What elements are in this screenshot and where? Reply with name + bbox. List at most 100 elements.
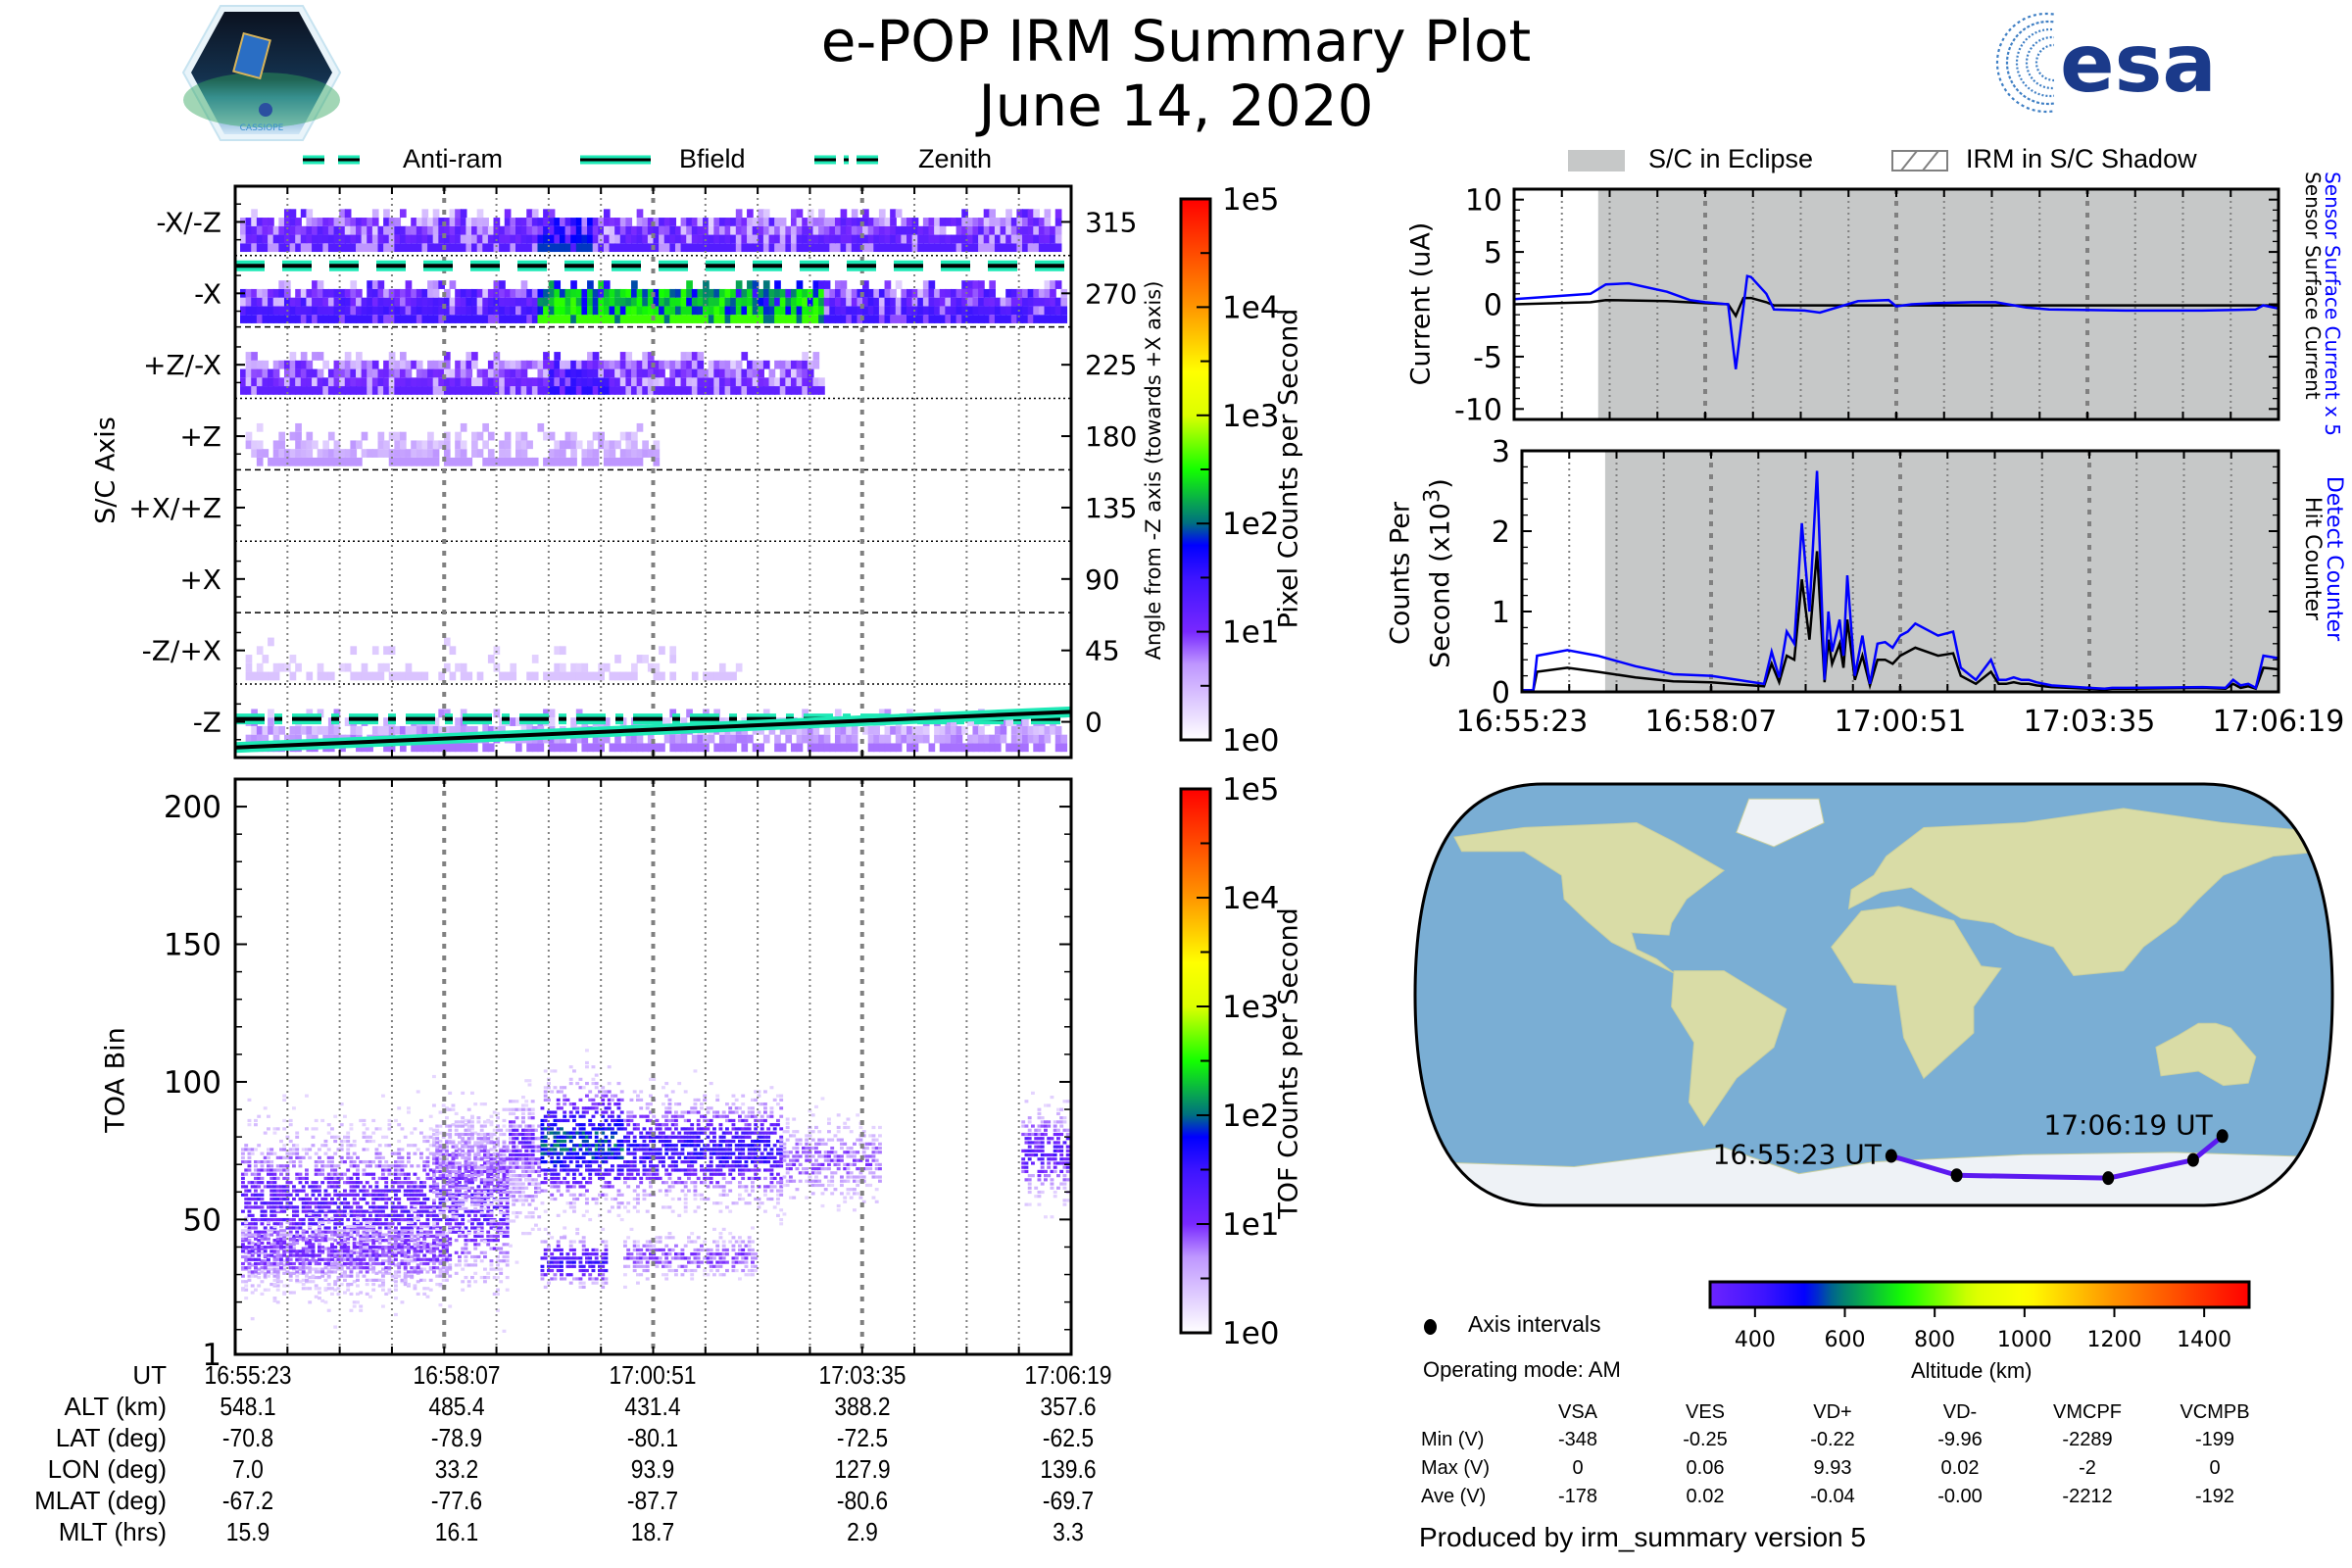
- spectrogram-cell: [251, 725, 258, 735]
- tof-cell: [272, 1172, 277, 1176]
- tof-cell: [326, 1185, 331, 1189]
- spectrogram-cell: [950, 315, 957, 323]
- spectrogram-cell: [945, 743, 953, 753]
- spectrogram-cell: [1054, 743, 1062, 753]
- spectrogram-cell: [405, 725, 413, 735]
- tof-cell: [292, 1222, 296, 1226]
- spectrogram-cell: [945, 315, 953, 323]
- tof-cell: [496, 1205, 500, 1209]
- tof-cell: [454, 1217, 459, 1222]
- spectrogram-cell: [1005, 743, 1012, 753]
- spectrogram-cell: [619, 386, 627, 395]
- spectrogram-cell: [758, 386, 764, 395]
- tof-cell: [377, 1176, 382, 1181]
- spectrogram-cell: [747, 377, 754, 387]
- spectrogram-cell: [768, 225, 776, 235]
- spectrogram-cell: [367, 243, 373, 253]
- spectrogram-cell: [327, 225, 335, 235]
- tof-cell: [377, 1217, 382, 1222]
- tof-cell: [272, 1254, 277, 1259]
- spectrogram-cell: [785, 725, 793, 735]
- spectrogram-cell: [785, 734, 793, 744]
- tof-cell: [394, 1234, 398, 1239]
- spectrogram-cell: [383, 360, 390, 369]
- spectrogram-cell: [570, 662, 577, 672]
- spectrogram-cell: [978, 280, 985, 289]
- spectrogram-cell: [680, 717, 688, 726]
- spectrogram-cell: [1000, 234, 1007, 244]
- spectrogram-cell: [642, 360, 649, 369]
- tof-cell: [410, 1131, 415, 1135]
- spectrogram-cell: [961, 280, 968, 289]
- tof-cell: [250, 1241, 255, 1246]
- tof-cell: [377, 1209, 382, 1213]
- tof-cell: [275, 1300, 280, 1304]
- tof-cell: [320, 1270, 325, 1274]
- tof-cell: [394, 1189, 398, 1193]
- spectrogram-cell: [575, 306, 583, 316]
- tof-cell: [308, 1266, 313, 1270]
- tof-cell: [473, 1230, 478, 1234]
- tof-cell: [416, 1230, 420, 1234]
- spectrogram-cell: [487, 288, 495, 298]
- tof-cell: [448, 1181, 453, 1185]
- spectrogram-cell: [460, 225, 467, 235]
- tof-cell: [326, 1155, 331, 1159]
- tof-cell: [377, 1152, 382, 1155]
- tof-cell: [397, 1123, 402, 1127]
- tof-cell: [260, 1237, 265, 1241]
- tof-cell: [371, 1217, 376, 1222]
- tof-cell: [464, 1263, 468, 1267]
- spectrogram-cell: [1038, 734, 1046, 744]
- spectrogram-cell: [928, 243, 936, 253]
- tof-cell: [270, 1148, 274, 1152]
- spectrogram-cell: [312, 457, 318, 466]
- tof-cell: [390, 1250, 395, 1254]
- tof-cell: [400, 1243, 405, 1247]
- spectrogram-cell: [823, 243, 831, 253]
- spectrogram-cell: [730, 288, 737, 298]
- spectrogram-cell: [703, 225, 710, 235]
- spectrogram-cell: [245, 386, 253, 395]
- spectrogram-cell: [878, 288, 886, 298]
- tof-cell: [292, 1271, 296, 1275]
- spectrogram-cell: [906, 297, 913, 307]
- tof-cell: [473, 1280, 478, 1284]
- tof-cell: [346, 1274, 351, 1278]
- tof-cell: [330, 1209, 334, 1213]
- tof-cell: [356, 1185, 360, 1189]
- spectrogram-cell: [317, 315, 324, 323]
- tof-cell: [301, 1229, 306, 1233]
- spectrogram-cell: [515, 360, 522, 369]
- tof-cell: [445, 1222, 449, 1226]
- tof-cell: [438, 1267, 443, 1271]
- spectrogram-cell: [994, 297, 1002, 307]
- spectrogram-cell: [367, 368, 373, 378]
- tof-cell: [343, 1274, 347, 1278]
- spectrogram-cell: [972, 725, 980, 735]
- spectrogram-cell: [499, 449, 506, 458]
- tof-cell: [339, 1209, 344, 1213]
- spectrogram-cell: [906, 218, 913, 226]
- spectrogram-cell: [361, 386, 368, 395]
- spectrogram-cell: [510, 306, 517, 316]
- spectrogram-cell: [994, 315, 1002, 323]
- spectrogram-cell: [592, 377, 600, 387]
- tof-cell: [362, 1209, 367, 1213]
- spectrogram-cell: [476, 243, 484, 253]
- spectrogram-cell: [774, 360, 781, 369]
- spectrogram-cell: [344, 360, 352, 369]
- tof-cell: [298, 1250, 303, 1253]
- tof-cell: [403, 1253, 408, 1257]
- spectrogram-cell: [554, 377, 562, 387]
- spectrogram-cell: [526, 671, 533, 681]
- tof-cell: [270, 1217, 274, 1222]
- tof-cell: [371, 1288, 376, 1292]
- tof-cell: [407, 1152, 411, 1155]
- spectrogram-cell: [851, 243, 858, 253]
- spectrogram-cell: [537, 743, 545, 753]
- tof-cell: [410, 1181, 415, 1185]
- tof-cell: [461, 1234, 466, 1239]
- tof-cell: [318, 1257, 321, 1261]
- tof-cell: [486, 1239, 491, 1243]
